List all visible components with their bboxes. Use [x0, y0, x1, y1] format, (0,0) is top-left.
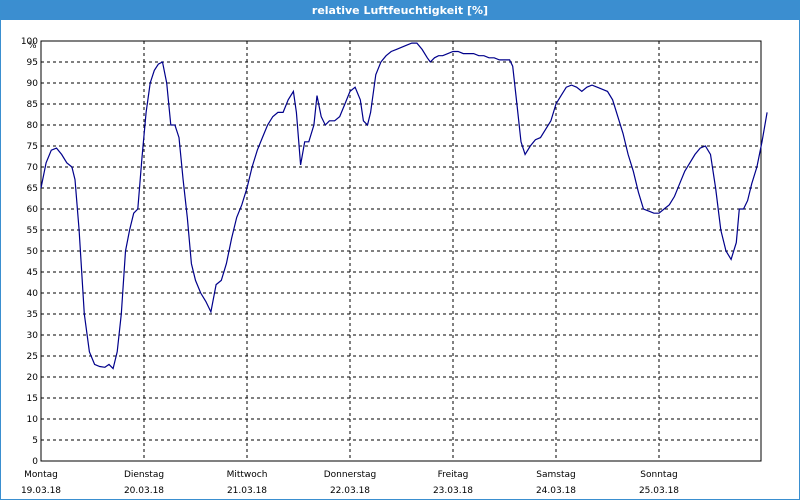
y-tick-label: 0: [32, 457, 38, 467]
x-tick-date-label: 21.03.18: [227, 486, 267, 496]
y-tick-label: 85: [27, 100, 38, 110]
y-tick-label: 10: [27, 415, 39, 425]
y-tick-label: 30: [27, 331, 39, 341]
x-tick-date-label: 24.03.18: [536, 486, 576, 496]
y-tick-label: 70: [27, 163, 39, 173]
y-axis-tick-labels: 0 5 10 15 20 25 30 35 40 45 50 55 60 65 70 75 80 85 90 95 10…: [21, 37, 38, 467]
y-tick-label: 65: [27, 184, 38, 194]
y-tick-label: 75: [27, 142, 38, 152]
x-tick-date-label: 20.03.18: [124, 486, 164, 496]
y-tick-label: 100: [21, 37, 38, 47]
y-tick-label: 90: [27, 79, 39, 89]
y-tick-label: 20: [27, 373, 39, 383]
y-tick-label: 55: [27, 226, 38, 236]
x-tick-day-label: Mittwoch: [227, 470, 268, 480]
y-tick-label: 80: [27, 121, 39, 131]
x-axis-tick-labels: Montag 19.03.18 Dienstag 20.03.18 Mittwoch 21…: [21, 470, 679, 496]
x-tick-day-label: Donnerstag: [324, 470, 377, 480]
x-tick-date-label: 23.03.18: [433, 486, 473, 496]
x-tick-day-label: Freitag: [438, 470, 469, 480]
y-axis-unit-label: %: [28, 41, 37, 51]
y-tick-label: 45: [27, 268, 38, 278]
grid-lines: [41, 41, 761, 461]
x-tick-day-label: Montag: [24, 470, 58, 480]
x-tick-date-label: 19.03.18: [21, 486, 61, 496]
x-tick-day-label: Dienstag: [124, 470, 164, 480]
x-tick-day-label: Samstag: [536, 470, 575, 480]
humidity-series-line: [40, 42, 768, 370]
y-tick-label: 50: [27, 247, 39, 257]
y-tick-label: 35: [27, 310, 38, 320]
x-tick-date-label: 25.03.18: [639, 486, 679, 496]
y-tick-label: 95: [27, 58, 38, 68]
y-tick-label: 40: [27, 289, 39, 299]
x-tick-day-label: Sonntag: [640, 470, 677, 480]
y-tick-label: 60: [27, 205, 39, 215]
x-tick-date-label: 22.03.18: [330, 486, 370, 496]
window-title: relative Luftfeuchtigkeit [%]: [1, 1, 799, 20]
y-tick-label: 5: [32, 436, 38, 446]
y-tick-label: 25: [27, 352, 38, 362]
y-tick-label: 15: [27, 394, 38, 404]
